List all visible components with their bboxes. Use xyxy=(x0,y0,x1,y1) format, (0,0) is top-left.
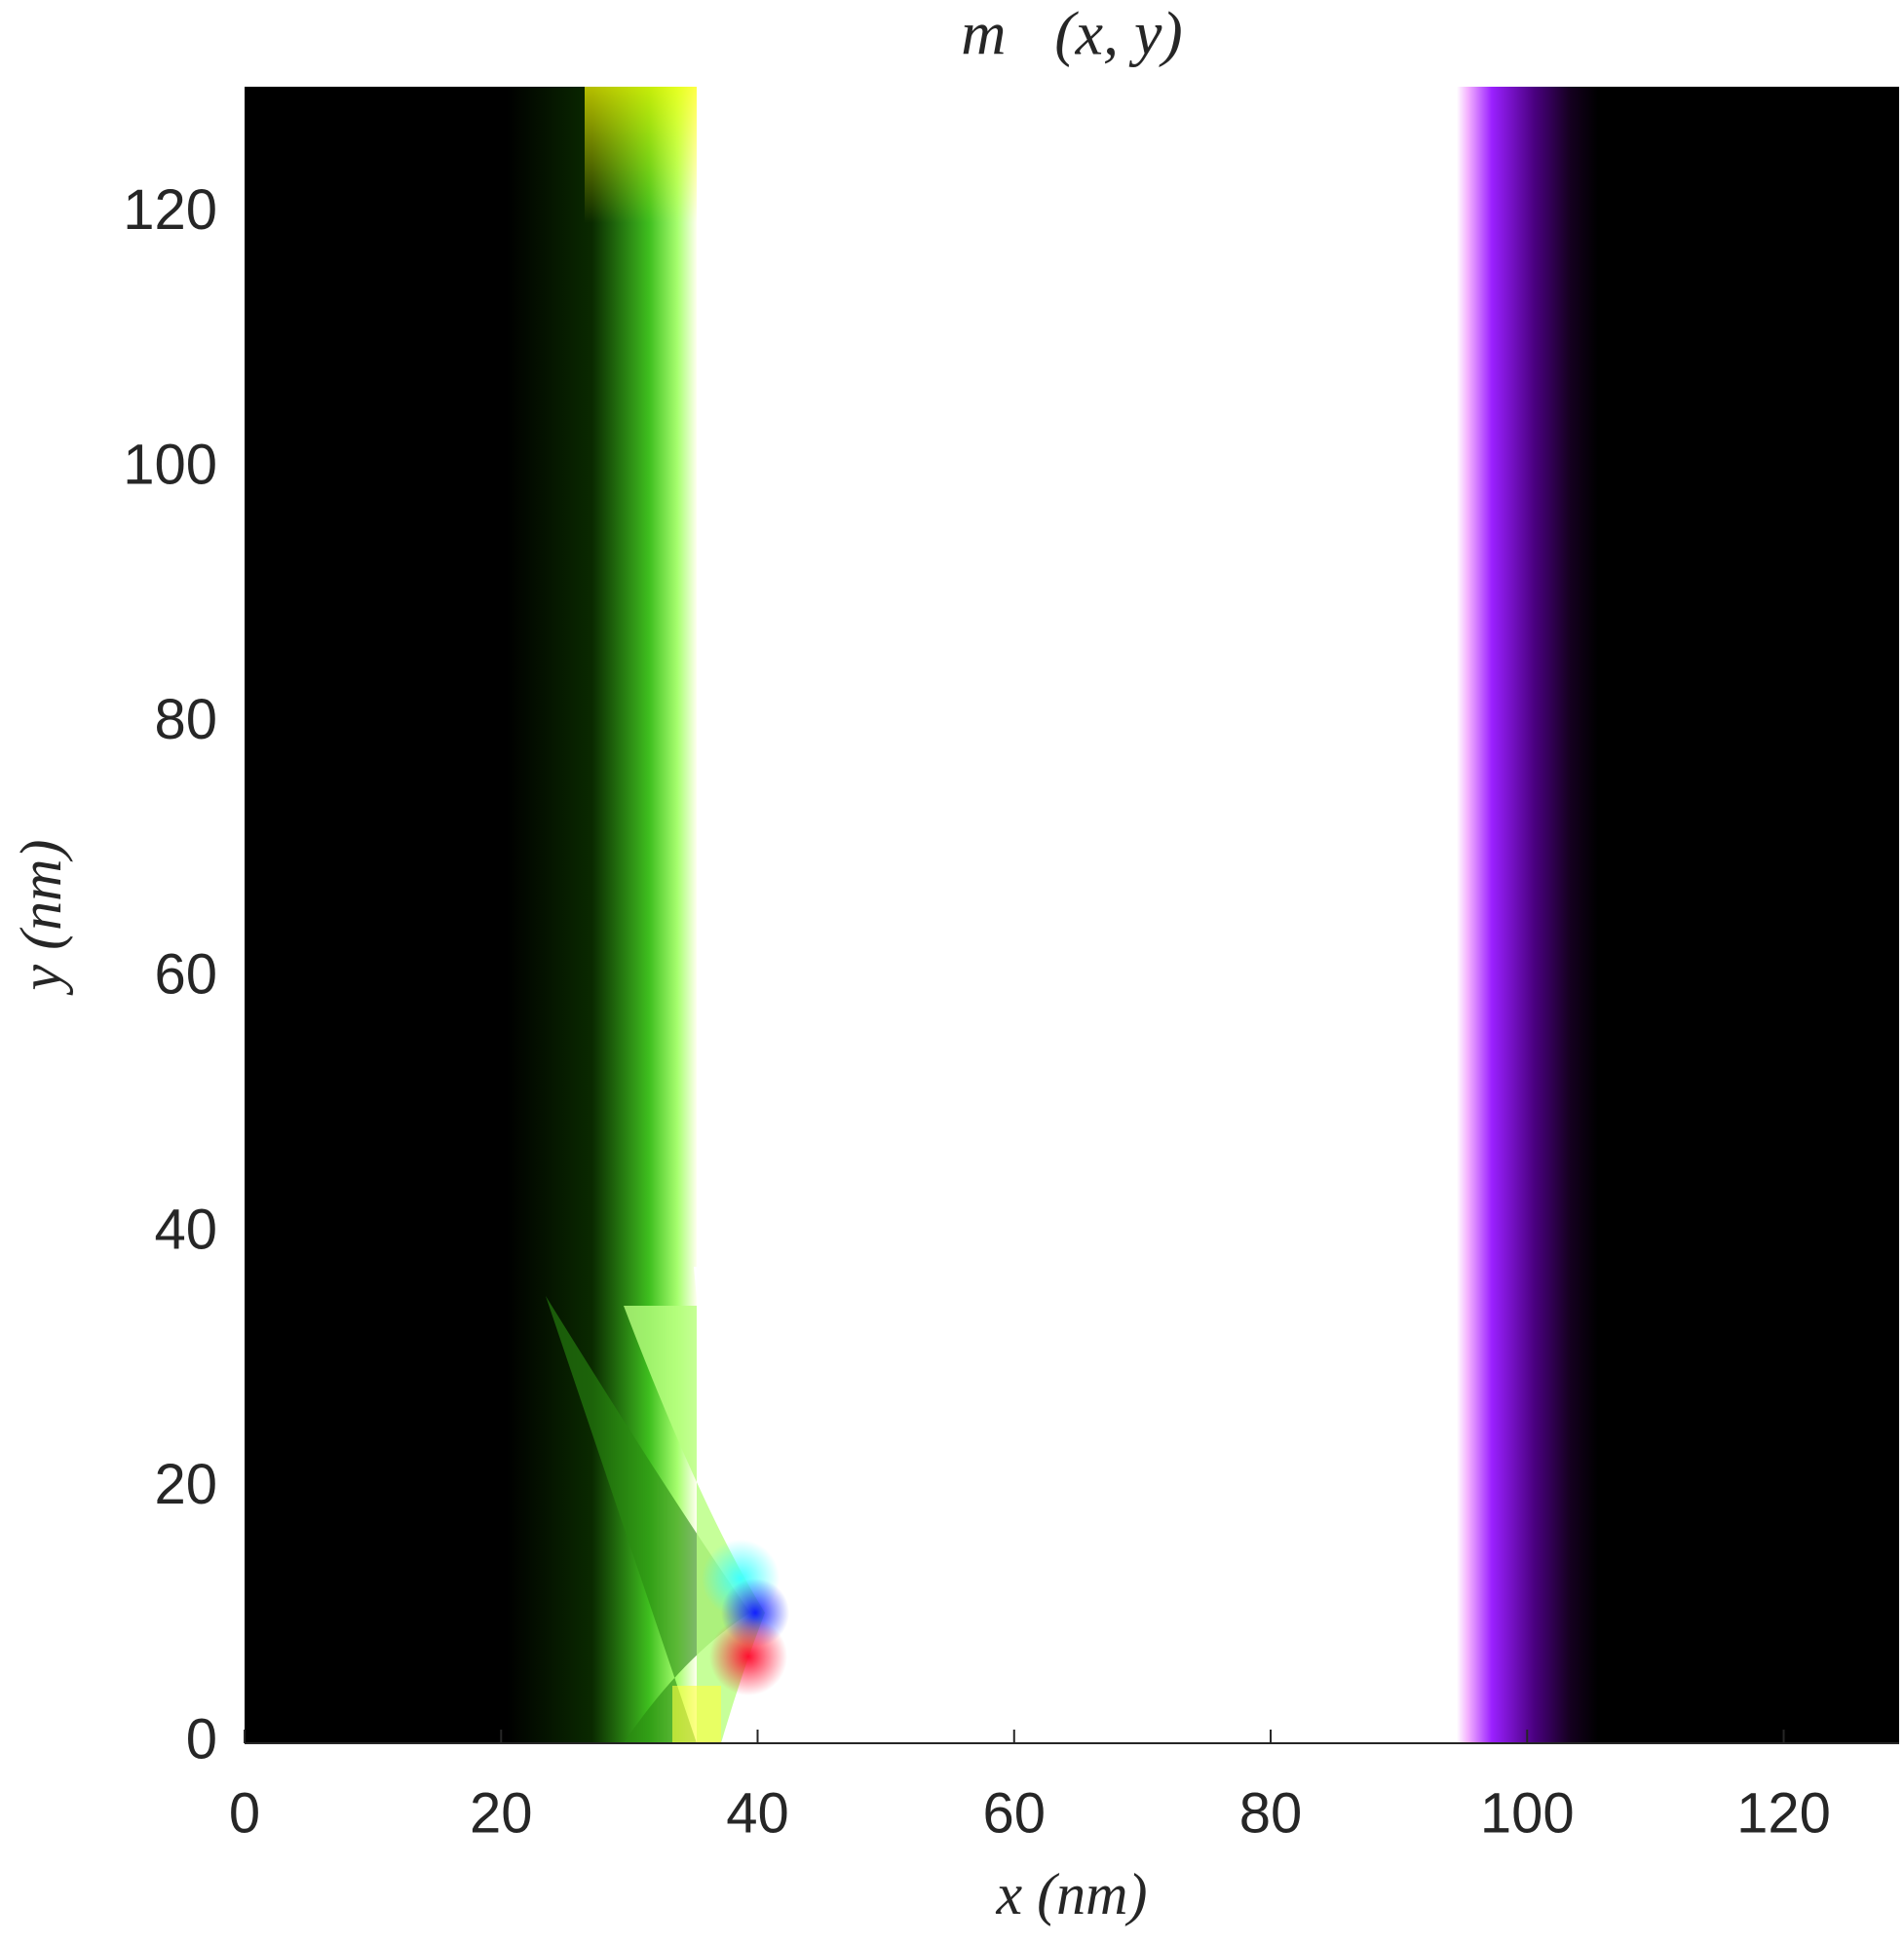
x-tick-label: 120 xyxy=(1736,1781,1831,1845)
y-tick-label: 40 xyxy=(154,1198,217,1261)
x-tick-label: 80 xyxy=(1239,1781,1303,1845)
x-tick-label: 60 xyxy=(983,1781,1047,1845)
y-axis-label: y (nm) xyxy=(9,840,73,997)
x-tick-label: 40 xyxy=(726,1781,789,1845)
magnetization-map xyxy=(245,87,1899,1743)
y-tick-label: 60 xyxy=(154,943,217,1007)
y-tick-label: 120 xyxy=(123,178,217,242)
x-tick-label: 100 xyxy=(1480,1781,1575,1845)
x-tick-label: 20 xyxy=(470,1781,533,1845)
y-tick-label: 80 xyxy=(154,688,217,751)
y-tick-label: 0 xyxy=(186,1707,217,1771)
x-tick-label: 0 xyxy=(229,1781,260,1845)
x-axis-label: x (nm) xyxy=(996,1862,1148,1926)
y-tick-label: 100 xyxy=(123,434,217,497)
chart-title: m⃗(x, y) xyxy=(961,0,1182,68)
y-tick-label: 20 xyxy=(154,1453,217,1516)
